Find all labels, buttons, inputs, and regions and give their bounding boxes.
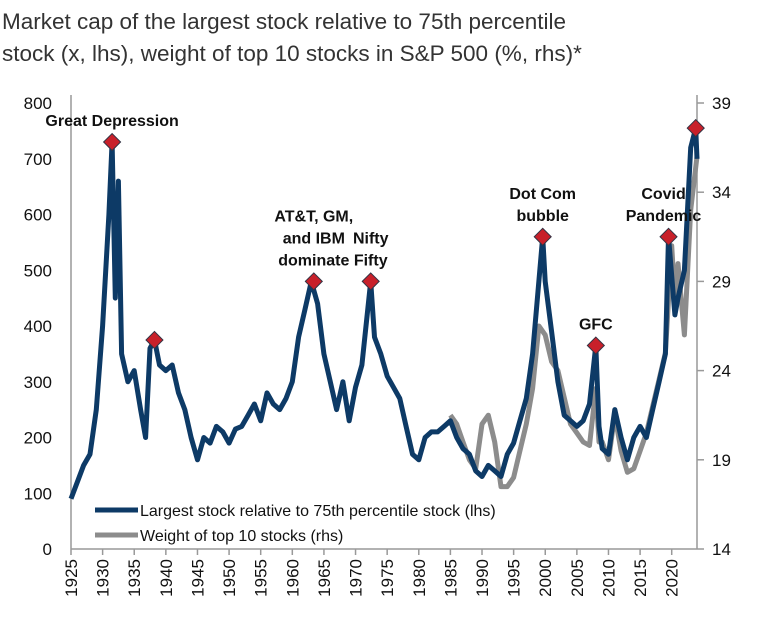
chart-title-line: stock (x, lhs), weight of top 10 stocks … [2, 41, 582, 66]
annotation-label: Fifty [354, 252, 388, 269]
y-left-tick-label: 300 [24, 373, 52, 392]
annotation-label: Dot Com [509, 186, 576, 203]
x-tick-label: 2020 [663, 559, 682, 597]
peak-marker [659, 227, 678, 246]
series-line-top10-weight [448, 156, 700, 490]
y-left-tick-label: 700 [24, 150, 52, 169]
x-tick-label: 1960 [283, 559, 302, 597]
annotation-label: Covid [641, 186, 685, 203]
x-tick-label: 1980 [410, 559, 429, 597]
x-tick-label: 1970 [347, 559, 366, 597]
legend-label: Weight of top 10 stocks (rhs) [140, 528, 343, 545]
x-tick-label: 1995 [505, 559, 524, 597]
x-tick-label: 1965 [315, 559, 334, 597]
annotation-label: GFC [579, 317, 613, 334]
legend-label: Largest stock relative to 75th percentil… [140, 503, 496, 520]
series-line-largest-stock [68, 125, 700, 500]
x-tick-label: 1985 [441, 559, 460, 597]
x-tick-label: 1940 [157, 559, 176, 597]
peak-marker [102, 132, 122, 152]
x-tick-label: 2010 [599, 559, 618, 597]
peak-marker [361, 272, 380, 291]
y-left-tick-label: 400 [24, 317, 52, 336]
peak-marker [145, 330, 164, 350]
x-tick-label: 1975 [378, 559, 397, 597]
peak-marker [304, 272, 324, 291]
peak-marker [586, 336, 606, 355]
x-tick-label: 2000 [536, 559, 555, 597]
annotation-label: dominate [278, 252, 349, 269]
x-tick-label: 1990 [473, 559, 492, 597]
annotation-label: AT&T, GM, [274, 208, 353, 225]
y-left-tick-label: 100 [24, 484, 52, 503]
chart-title-line: Market cap of the largest stock relative… [2, 9, 567, 34]
annotation-label: bubble [516, 208, 569, 225]
y-right-tick-label: 24 [712, 362, 731, 381]
y-left-tick-label: 500 [24, 261, 52, 280]
annotation-label: Nifty [353, 230, 389, 247]
x-tick-label: 2015 [631, 559, 650, 597]
y-right-tick-label: 34 [712, 183, 731, 202]
x-tick-label: 1925 [62, 559, 81, 597]
annotation-label: Great Depression [45, 113, 178, 130]
x-tick-label: 1930 [94, 559, 113, 597]
x-tick-label: 1950 [220, 559, 239, 597]
y-right-tick-label: 14 [712, 540, 731, 559]
x-tick-label: 1955 [252, 559, 271, 597]
peak-marker [533, 227, 552, 246]
y-left-tick-label: 200 [24, 429, 52, 448]
x-tick-label: 1935 [125, 559, 144, 597]
chart-title: Market cap of the largest stock relative… [2, 6, 582, 70]
y-left-tick-label: 600 [24, 206, 52, 225]
annotation-label: and IBM [283, 230, 345, 247]
y-left-tick-label: 0 [43, 540, 52, 559]
y-left-tick-label: 800 [24, 94, 52, 113]
y-right-tick-label: 19 [712, 451, 731, 470]
x-tick-label: 1945 [188, 559, 207, 597]
x-tick-label: 2005 [568, 559, 587, 597]
annotation-label: Pandemic [626, 208, 702, 225]
y-right-tick-label: 39 [712, 94, 731, 113]
y-right-tick-label: 29 [712, 272, 731, 291]
peak-marker [686, 118, 705, 138]
